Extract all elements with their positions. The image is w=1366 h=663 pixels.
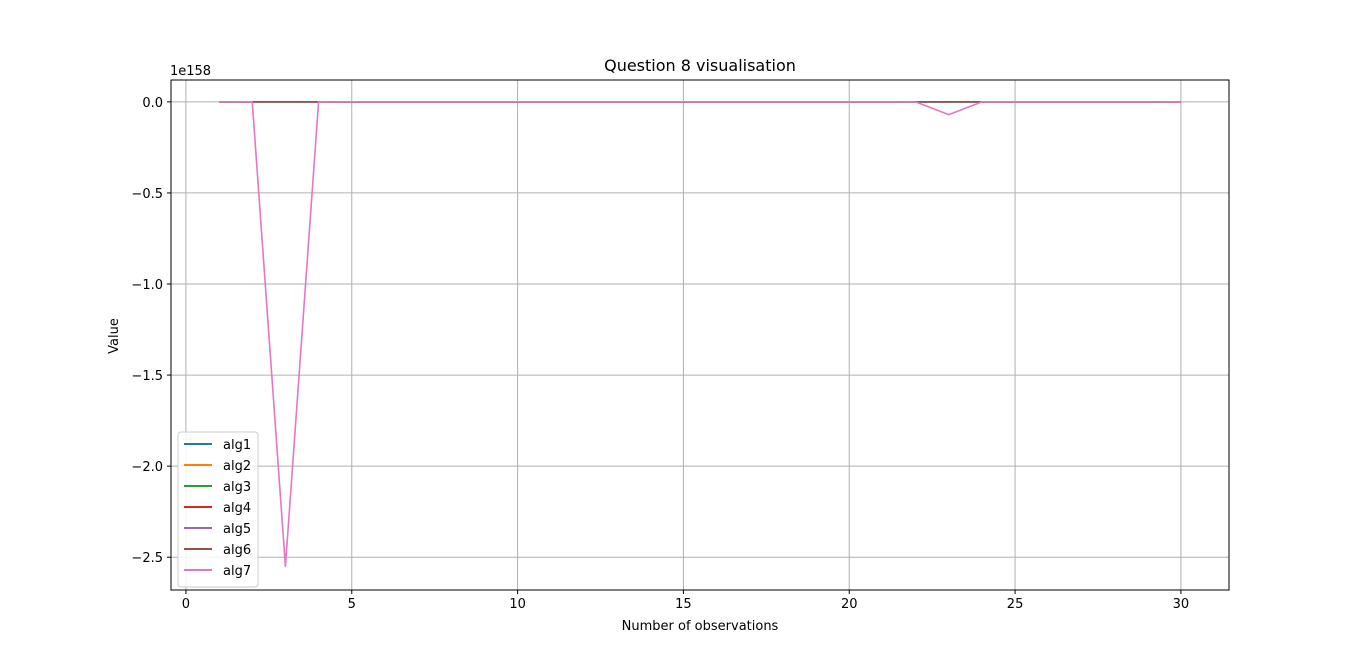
chart-title: Question 8 visualisation	[604, 56, 796, 75]
x-tick-label: 15	[675, 597, 692, 612]
x-tick-label: 0	[182, 597, 190, 612]
series-lines	[219, 101, 1181, 568]
x-tick-label: 25	[1007, 597, 1024, 612]
y-tick-label: −2.5	[131, 551, 163, 566]
x-tick-label: 10	[509, 597, 526, 612]
legend-label: alg6	[223, 543, 251, 558]
legend-label: alg3	[223, 480, 251, 495]
legend-label: alg5	[223, 522, 251, 537]
series-line-alg7	[219, 101, 1181, 568]
plot-area-frame	[170, 79, 1230, 591]
grid	[171, 80, 1229, 590]
legend-label: alg7	[223, 564, 251, 579]
x-tick-label: 30	[1173, 597, 1190, 612]
x-tick-label: 20	[841, 597, 858, 612]
y-axis-offset-label: 1e158	[170, 64, 211, 79]
y-tick-label: −0.5	[131, 187, 163, 202]
x-tick-label: 5	[348, 597, 356, 612]
y-tick-label: −2.0	[131, 460, 163, 475]
legend: alg1 alg2 alg3 alg4 alg5 alg6 alg7	[177, 431, 259, 588]
y-axis-label: Value	[107, 318, 122, 354]
legend-label: alg1	[223, 438, 251, 453]
legend-label: alg4	[223, 501, 251, 516]
axis-ticks: 0 5 10 15 20 25 30 0.0 −0.5 −1.0 −1.5 −2.0 −2.5	[131, 96, 1189, 612]
y-tick-label: −1.5	[131, 369, 163, 384]
y-tick-label: 0.0	[142, 96, 163, 111]
y-tick-label: −1.0	[131, 278, 163, 293]
x-axis-label: Number of observations	[622, 619, 779, 634]
legend-label: alg2	[223, 459, 251, 474]
